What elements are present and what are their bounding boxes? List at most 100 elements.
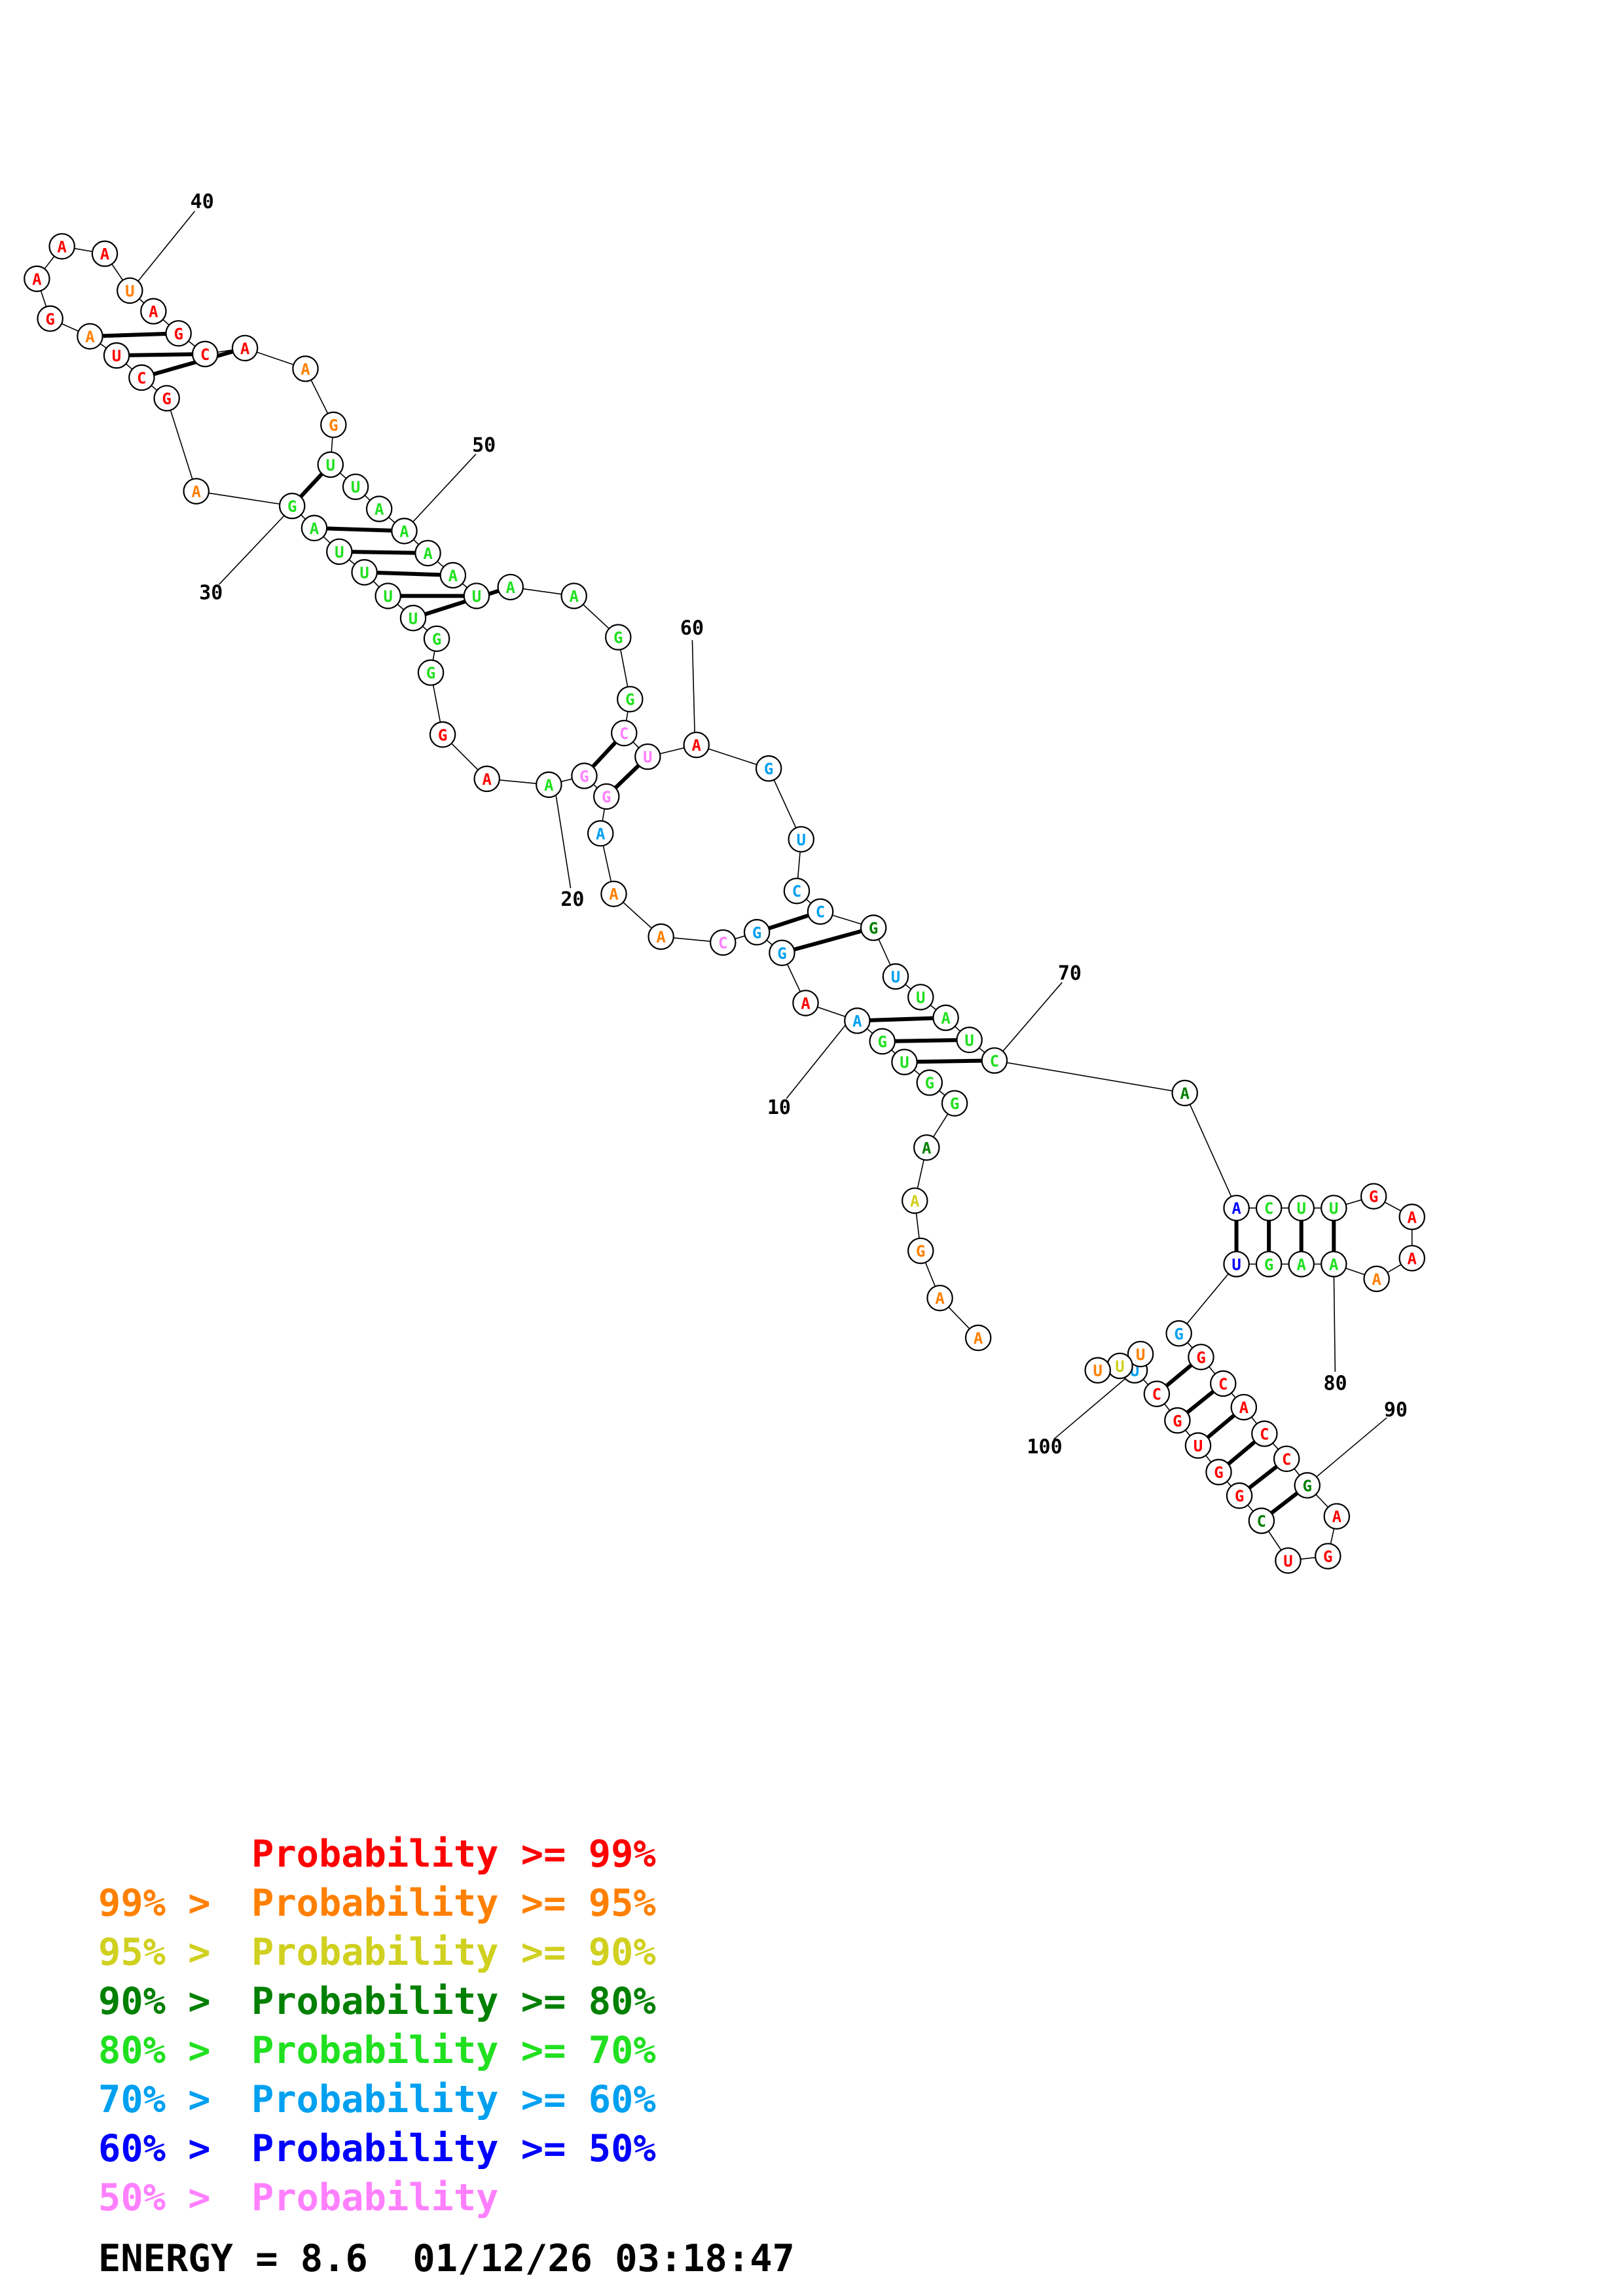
- energy-readout: ENERGY = 8.6 01/12/26 03:18:47: [98, 2237, 795, 2280]
- nucleotide-circle: [342, 473, 369, 500]
- nucleotide-circle: [473, 765, 500, 793]
- nucleotide: G: [916, 1069, 943, 1096]
- nucleotide: C: [1251, 1420, 1278, 1447]
- nucleotide: A: [600, 880, 627, 907]
- nucleotide-circle: [374, 583, 401, 609]
- nucleotide-circle: [399, 605, 427, 632]
- nucleotide-base-letter: U: [335, 543, 344, 562]
- base-pair-bond: [793, 929, 862, 952]
- nucleotide: A: [183, 478, 210, 505]
- nucleotide: C: [191, 340, 219, 368]
- nucleotide: A: [964, 1324, 992, 1352]
- legend-row: 80% > Probability >= 70%: [98, 2032, 656, 2070]
- nucleotide-base-letter: G: [764, 760, 773, 778]
- nucleotide: A: [932, 1004, 959, 1031]
- backbone-segment: [196, 490, 293, 507]
- number-tick-layer: [132, 211, 1387, 1482]
- base-pair-bond: [1227, 1440, 1256, 1466]
- nucleotide-base-letter: G: [625, 691, 634, 709]
- nucleotide-circle: [844, 1007, 871, 1034]
- nucleotide-base-letter: A: [192, 482, 202, 501]
- nucleotide-base-letter: G: [432, 630, 441, 649]
- nucleotide: A: [1230, 1393, 1258, 1421]
- nucleotide-circle: [128, 364, 155, 391]
- position-number-label: 50: [472, 434, 496, 457]
- number-tick: [1053, 1372, 1133, 1440]
- nucleotide: G: [605, 624, 632, 651]
- nucleotide-circle: [423, 625, 450, 653]
- nucleotide: U: [326, 538, 353, 565]
- position-number-label: 40: [191, 190, 214, 213]
- nucleotide-base-letter: C: [200, 346, 210, 364]
- nucleotide: C: [1143, 1380, 1171, 1407]
- nucleotide-base-letter: G: [1214, 1463, 1223, 1482]
- nucleotide-base-letter: G: [950, 1095, 959, 1113]
- nucleotide-base-letter: A: [423, 545, 433, 563]
- nucleotide: U: [1223, 1251, 1250, 1278]
- nucleotide-circle: [497, 573, 524, 601]
- nucleotide: A: [792, 990, 819, 1016]
- base-pair-bond: [1165, 1363, 1193, 1388]
- base-pair-bond: [768, 913, 809, 931]
- legend-range-text: Probability >= 90%: [251, 1931, 656, 1974]
- nucleotide-circle: [77, 323, 103, 350]
- number-tick: [691, 640, 696, 742]
- nucleotide: A: [414, 539, 441, 567]
- nucleotide-circle: [1171, 1079, 1198, 1107]
- nucleotide-circle: [1321, 1251, 1347, 1278]
- legend-row: 60% > Probability >= 50%: [98, 2130, 656, 2168]
- nucleotide-circle: [183, 478, 210, 505]
- base-pair-bond: [376, 571, 441, 577]
- legend-range-prefix: 50% >: [98, 2176, 233, 2219]
- nucleotide-circle: [91, 240, 119, 267]
- nucleotide: C: [807, 898, 834, 925]
- nucleotide: A: [536, 771, 562, 798]
- nucleotide-base-letter: G: [329, 416, 338, 435]
- nucleotide-base-letter: U: [1194, 1437, 1203, 1456]
- nucleotide-base-letter: A: [506, 579, 516, 597]
- nucleotide-circle: [788, 826, 814, 853]
- nucleotide: U: [882, 963, 909, 990]
- base-pair-bond: [1186, 1390, 1215, 1414]
- nucleotide: A: [24, 265, 50, 293]
- nucleotide: U: [351, 559, 378, 586]
- legend-row: 90% > Probability >= 80%: [98, 1983, 656, 2020]
- nucleotide-base-letter: C: [718, 934, 727, 952]
- nucleotide-circle: [792, 990, 819, 1016]
- nucleotide-base-letter: U: [964, 1031, 974, 1050]
- nucleotide-circle: [1188, 1344, 1214, 1371]
- legend-range-prefix: 70% >: [98, 2078, 233, 2121]
- nucleotide-base-letter: U: [112, 347, 121, 365]
- nucleotide: A: [1321, 1251, 1347, 1278]
- nucleotide-base-letter: U: [351, 478, 360, 497]
- nucleotide-base-letter: A: [941, 1009, 951, 1028]
- nucleotide-circle: [191, 340, 219, 368]
- nucleotide-circle: [140, 298, 167, 325]
- nucleotide: C: [1248, 1507, 1275, 1534]
- nucleotide: U: [956, 1026, 983, 1054]
- nucleotide-circle: [1084, 1357, 1111, 1384]
- nucleotide-base-letter: C: [137, 369, 146, 387]
- nucleotide-circle: [1294, 1472, 1321, 1499]
- nucleotide-base-letter: U: [1329, 1200, 1338, 1218]
- nucleotide: A: [365, 495, 393, 522]
- nucleotide-base-letter: C: [1257, 1512, 1266, 1530]
- nucleotide-circle: [1143, 1380, 1171, 1407]
- nucleotide-base-letter: A: [1231, 1200, 1241, 1218]
- nucleotide-circle: [317, 451, 344, 478]
- nucleotide-circle: [916, 1069, 943, 1096]
- nucleotide-circle: [981, 1047, 1008, 1074]
- nucleotide: G: [423, 625, 450, 653]
- nucleotide-circle: [605, 624, 632, 651]
- base-pair-bond: [1206, 1413, 1236, 1439]
- nucleotide: C: [1255, 1194, 1283, 1221]
- nucleotide-base-letter: A: [656, 928, 666, 946]
- nucleotide-base-letter: A: [240, 340, 250, 358]
- nucleotide-circle: [1398, 1203, 1425, 1230]
- nucleotide: A: [301, 514, 328, 542]
- nucleotide: G: [153, 385, 180, 412]
- nucleotide-base-letter: A: [1372, 1270, 1381, 1289]
- nucleotide: A: [647, 923, 674, 950]
- legend-range-prefix: 95% >: [98, 1931, 233, 1974]
